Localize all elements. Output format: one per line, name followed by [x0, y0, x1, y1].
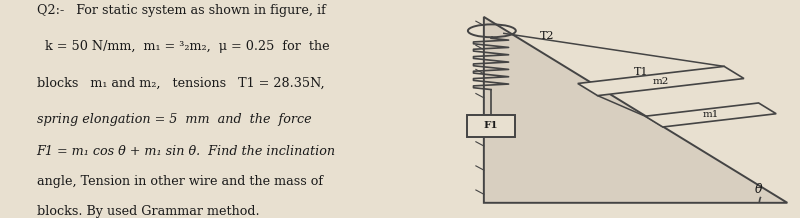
Text: F1 = m₁ cos θ + m₁ sin θ.  Find the inclination: F1 = m₁ cos θ + m₁ sin θ. Find the incli… [37, 145, 336, 158]
Text: Q2:-   For static system as shown in figure, if: Q2:- For static system as shown in figur… [37, 4, 326, 17]
Text: m2: m2 [653, 77, 669, 85]
Polygon shape [645, 103, 776, 127]
Polygon shape [578, 66, 744, 96]
Text: k = 50 N/mm,  m₁ = ³₂m₂,  μ = 0.25  for  the: k = 50 N/mm, m₁ = ³₂m₂, μ = 0.25 for the [37, 40, 330, 53]
Text: T1: T1 [634, 66, 649, 77]
Text: T2: T2 [540, 31, 554, 41]
Text: spring elongation = 5  mm  and  the  force: spring elongation = 5 mm and the force [37, 113, 311, 126]
Text: angle, Tension in other wire and the mass of: angle, Tension in other wire and the mas… [37, 175, 322, 188]
Text: m1: m1 [702, 111, 719, 119]
Polygon shape [484, 17, 787, 203]
Text: θ: θ [754, 183, 762, 196]
Bar [467, 115, 515, 136]
Text: blocks. By used Grammar method.: blocks. By used Grammar method. [37, 205, 259, 218]
Text: F1: F1 [484, 121, 498, 130]
Text: blocks   m₁ and m₂,   tensions   T1 = 28.35N,: blocks m₁ and m₂, tensions T1 = 28.35N, [37, 77, 324, 90]
